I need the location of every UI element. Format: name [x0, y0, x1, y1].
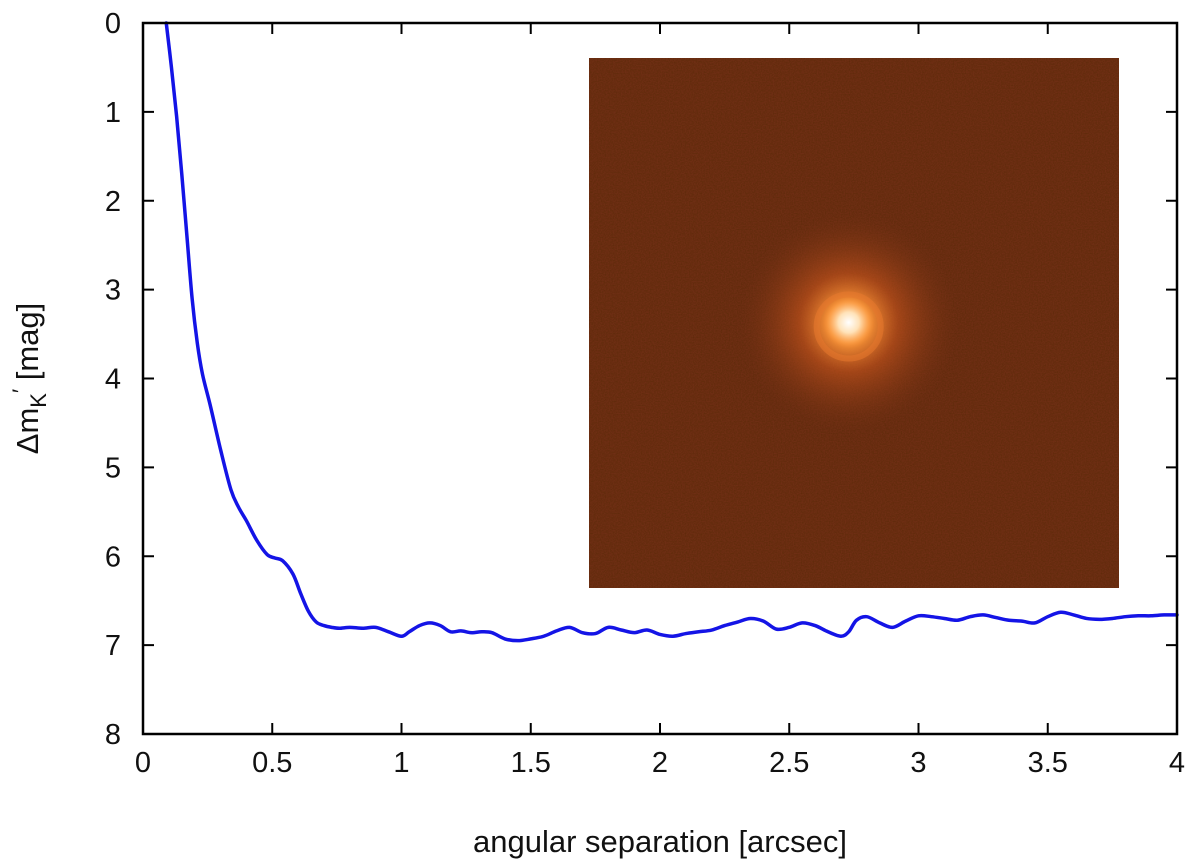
- x-tick-label: 2: [652, 747, 668, 779]
- x-tick-label: 1.5: [511, 747, 551, 779]
- x-tick-label: 3: [910, 747, 926, 779]
- x-tick-label: 3.5: [1028, 747, 1068, 779]
- y-tick-label: 8: [105, 719, 121, 751]
- inset-star-ring: [813, 291, 884, 362]
- y-tick-label: 0: [105, 8, 121, 40]
- psf-inset-image: [589, 58, 1119, 588]
- x-axis-title: angular separation [arcsec]: [473, 824, 847, 859]
- y-tick-label: 6: [105, 541, 121, 573]
- y-axis-ticks: 0 1 2 3 4 5 6 7 8: [105, 8, 1177, 751]
- x-tick-label: 4: [1169, 747, 1185, 779]
- x-tick-label: 0: [135, 747, 151, 779]
- inset-star-core: [822, 296, 875, 349]
- y-axis-title: ΔmK′ [mag]: [8, 303, 51, 455]
- x-tick-label: 2.5: [769, 747, 809, 779]
- y-tick-label: 1: [105, 97, 121, 129]
- x-axis-ticks: 0 0.5 1 1.5 2 2.5 3 3.5 4: [135, 23, 1185, 779]
- y-tick-label: 4: [105, 364, 121, 396]
- y-tick-label: 7: [105, 630, 121, 662]
- x-tick-label: 1: [393, 747, 409, 779]
- y-tick-label: 3: [105, 275, 121, 307]
- series-line: [164, 21, 1179, 643]
- y-tick-label: 5: [105, 452, 121, 484]
- y-axis-title-unit: [mag]: [10, 303, 45, 389]
- y-axis-title-prime: ′: [8, 389, 33, 393]
- y-axis-title-subscript: K: [26, 393, 51, 408]
- y-axis-title-delta: Δm: [10, 408, 45, 455]
- x-tick-label: 0.5: [252, 747, 292, 779]
- y-tick-label: 2: [105, 186, 121, 218]
